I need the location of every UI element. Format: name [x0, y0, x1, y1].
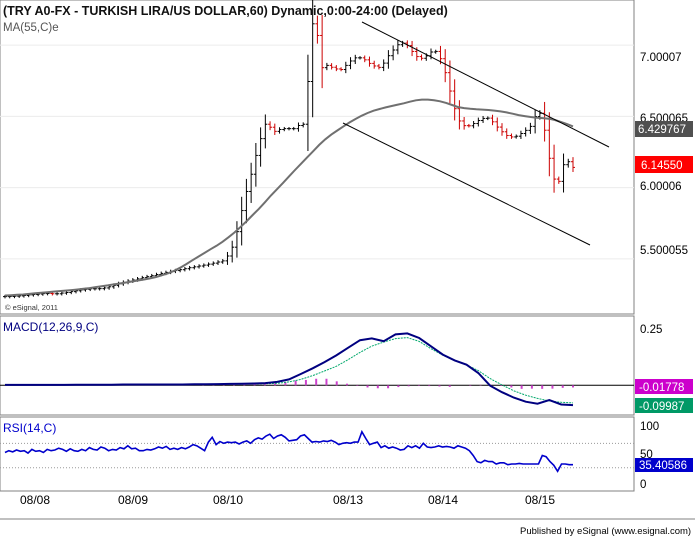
x-date-label: 08/15 — [525, 493, 555, 507]
ma-value-badge: 6.429767 — [638, 124, 686, 136]
macd-title: MACD(12,26,9,C) — [3, 320, 98, 334]
copyright-label: © eSignal, 2011 — [5, 303, 58, 312]
last-price-badge-bg — [635, 156, 693, 173]
x-date-label: 08/08 — [20, 493, 50, 507]
rsi-plot — [0, 429, 634, 473]
macd-value-badge-bg — [635, 379, 693, 394]
panel-frames — [0, 0, 695, 520]
rsi-tick-label: 100 — [640, 421, 659, 433]
price-tick-label: 5.500055 — [640, 245, 688, 257]
rsi-title: RSI(14,C) — [3, 421, 56, 435]
rsi-line — [4, 429, 573, 473]
x-date-label: 08/09 — [118, 493, 148, 507]
price-tick-label: 7.00007 — [640, 52, 682, 64]
rsi-tick-label: 0 — [640, 479, 646, 491]
macd-plot — [0, 332, 634, 407]
chart-title: (TRY A0-FX - TURKISH LIRA/US DOLLAR,60) … — [3, 4, 448, 18]
lower-trend-line[interactable] — [342, 122, 591, 246]
upper-trend-line[interactable] — [361, 21, 610, 148]
price-bars — [3, 0, 575, 299]
rsi-panel-frame — [0, 416, 635, 492]
macd-tick-label: 0.25 — [640, 324, 662, 336]
x-date-label: 08/13 — [333, 493, 363, 507]
rsi-value-badge-bg — [635, 458, 693, 472]
price-panel-frame — [0, 0, 635, 315]
signal-value-badge-bg — [635, 398, 693, 413]
last-price-badge: 6.14550 — [641, 160, 683, 172]
published-by-label: Published by eSignal (www.esignal.com) — [520, 526, 691, 537]
price-tick-label: 6.00006 — [640, 181, 682, 193]
signal-value-badge: -0.09987 — [639, 401, 684, 413]
x-date-label: 08/14 — [428, 493, 458, 507]
macd-line — [5, 332, 574, 407]
ma-value-badge-bg — [635, 121, 693, 137]
rsi-value-badge: 35.40586 — [639, 460, 687, 472]
x-date-label: 08/10 — [213, 493, 243, 507]
ma-legend-label: MA(55,C)e — [3, 22, 59, 34]
moving-average-line — [4, 98, 574, 297]
macd-value-badge: -0.01778 — [639, 382, 684, 394]
